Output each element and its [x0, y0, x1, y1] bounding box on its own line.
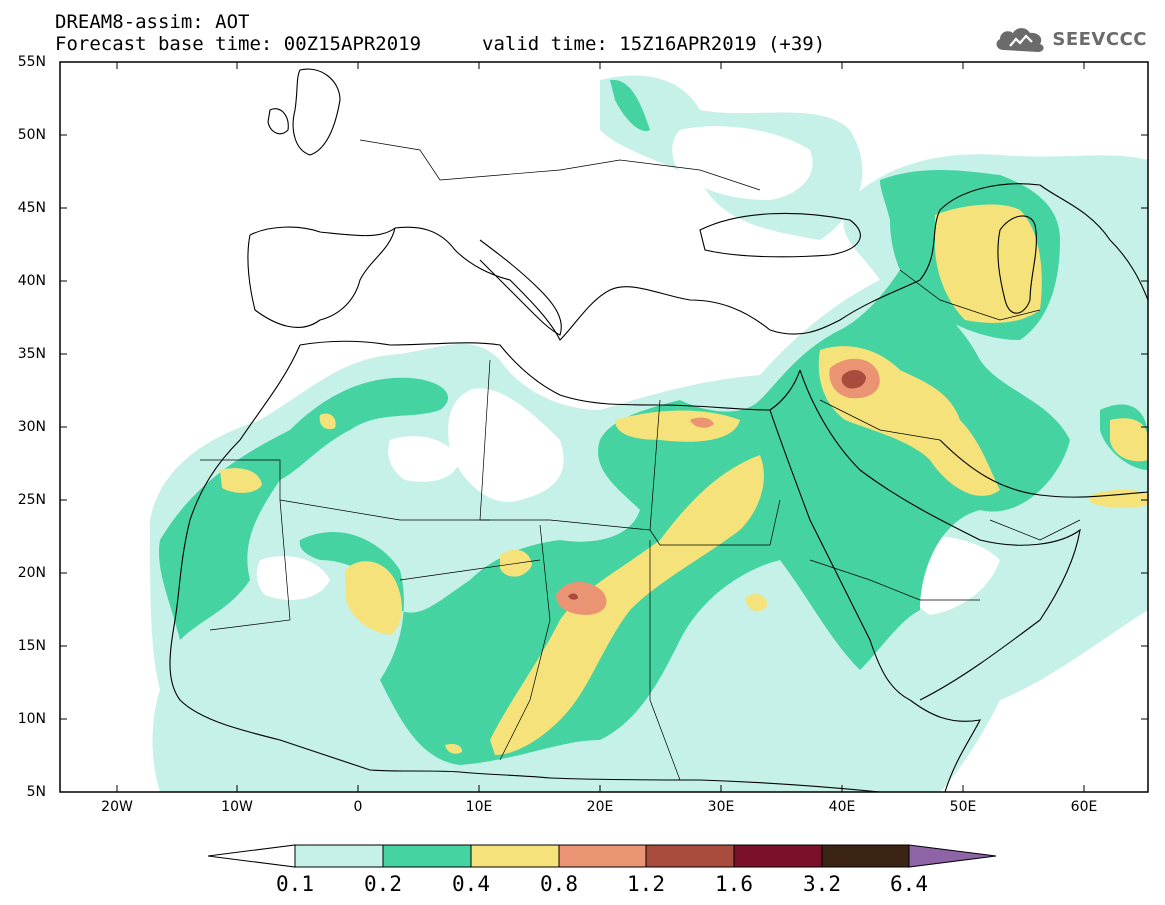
- coastlines: [169, 68, 1148, 792]
- aot-contours: [150, 75, 1148, 792]
- lat-label-55n: 55N: [17, 54, 46, 70]
- logo-text: SEEVCCC: [1052, 28, 1147, 50]
- colorbar-bin-04: [470, 844, 560, 868]
- lon-label-0: 0: [353, 799, 363, 815]
- lat-label-15n: 15N: [17, 638, 46, 654]
- lon-label-40e: 40E: [828, 799, 856, 815]
- lon-label-10e: 10E: [465, 799, 493, 815]
- colorbar-label-0-8: 0.8: [540, 872, 578, 896]
- colorbar-label-0-4: 0.4: [452, 872, 490, 896]
- colorbar-bin-08: [558, 844, 647, 868]
- colorbar-bin-16: [733, 844, 823, 868]
- lon-label-50e: 50E: [949, 799, 977, 815]
- colorbar-bin-32: [821, 844, 910, 868]
- colorbar-under: [207, 844, 296, 868]
- cloud-icon: [996, 28, 1044, 52]
- colorbar-bin-01: [294, 844, 384, 868]
- colorbar-label-0-2: 0.2: [364, 872, 402, 896]
- colorbar-label-1-6: 1.6: [715, 872, 753, 896]
- colorbar-over: [908, 844, 997, 868]
- lat-ticks: [60, 61, 1148, 720]
- lon-ticks: [116, 62, 1085, 792]
- lat-label-20n: 20N: [17, 565, 46, 581]
- lat-label-10n: 10N: [17, 711, 46, 727]
- lon-label-20w: 20W: [101, 799, 133, 815]
- colorbar-bin-12: [645, 844, 735, 868]
- map-title: DREAM8-assim: AOT: [55, 11, 250, 33]
- seevccc-logo: SEEVCCC: [992, 24, 1147, 54]
- valid-time: valid time: 15Z16APR2019 (+39): [482, 33, 826, 55]
- colorbar: [207, 844, 997, 868]
- aot-level-12: [568, 369, 866, 600]
- lat-label-45n: 45N: [17, 200, 46, 216]
- colorbar-label-6-4: 6.4: [890, 872, 928, 896]
- lat-label-40n: 40N: [17, 273, 46, 289]
- forecast-base-time: Forecast base time: 00Z15APR2019: [55, 33, 422, 55]
- lat-label-30n: 30N: [17, 419, 46, 435]
- colorbar-label-0-1: 0.1: [276, 872, 314, 896]
- colorbar-label-3-2: 3.2: [803, 872, 841, 896]
- lon-label-60e: 60E: [1070, 799, 1098, 815]
- colorbar-bin-02: [382, 844, 472, 868]
- lon-label-30e: 30E: [707, 799, 735, 815]
- country-borders: [200, 139, 1081, 781]
- lat-label-25n: 25N: [17, 492, 46, 508]
- colorbar-label-1-2: 1.2: [627, 872, 665, 896]
- lat-label-35n: 35N: [17, 346, 46, 362]
- lat-label-50n: 50N: [17, 127, 46, 143]
- lon-label-10w: 10W: [221, 799, 253, 815]
- lon-label-20e: 20E: [586, 799, 614, 815]
- lat-label-5n: 5N: [26, 784, 46, 800]
